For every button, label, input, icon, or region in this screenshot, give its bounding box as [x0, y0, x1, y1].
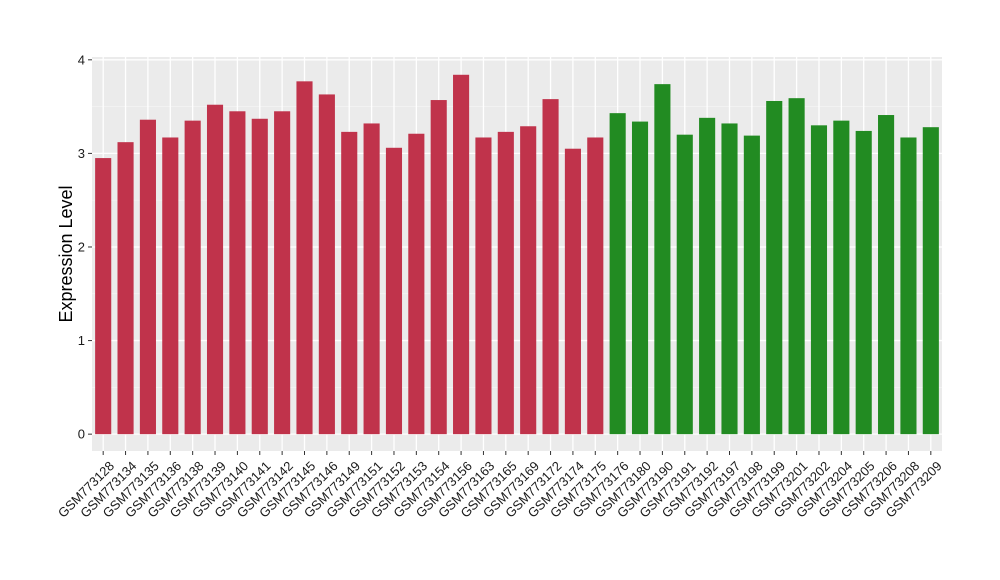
bar-GSM773174: [564, 148, 581, 435]
bar-GSM773176: [609, 113, 626, 435]
bar-GSM773202: [810, 125, 828, 435]
y-tick-label: 0: [78, 427, 85, 442]
bar-GSM773175: [587, 137, 604, 435]
bar-GSM773165: [497, 131, 514, 435]
bar-GSM773156: [453, 74, 470, 435]
bar-GSM773128: [95, 158, 112, 435]
y-tick-label: 4: [78, 52, 85, 67]
bar-GSM773152: [385, 147, 403, 435]
y-axis: 0 1 2 3 4: [78, 52, 92, 442]
y-axis-title: Expression Level: [56, 185, 76, 322]
bar-GSM773141: [251, 118, 268, 435]
bar-GSM773153: [408, 133, 425, 435]
bar-GSM773190: [654, 84, 671, 435]
bars: [95, 74, 939, 435]
bar-GSM773201: [788, 98, 805, 435]
bar-GSM773180: [631, 121, 649, 435]
bar-GSM773149: [341, 131, 358, 435]
bar-GSM773146: [318, 94, 335, 435]
bar-GSM773151: [363, 123, 380, 435]
bar-GSM773192: [699, 117, 716, 435]
y-tick-label: 3: [78, 146, 85, 161]
bar-GSM773172: [542, 99, 559, 435]
bar-GSM773145: [296, 81, 313, 435]
bar-GSM773136: [162, 137, 179, 435]
bar-GSM773138: [184, 120, 201, 435]
bar-GSM773140: [229, 111, 246, 435]
bar-GSM773163: [475, 137, 492, 435]
bar-GSM773191: [676, 134, 693, 435]
bar-GSM773197: [721, 123, 738, 435]
bar-GSM773139: [206, 104, 224, 435]
bar-GSM773199: [766, 100, 783, 435]
bar-GSM773209: [922, 127, 939, 435]
bar-GSM773206: [878, 115, 895, 435]
bar-GSM773169: [520, 126, 537, 435]
bar-GSM773208: [900, 137, 917, 435]
bar-GSM773134: [117, 142, 134, 435]
x-axis: GSM773128GSM773134GSM773135GSM773136GSM7…: [55, 451, 945, 521]
bar-GSM773135: [139, 119, 156, 435]
bar-GSM773204: [833, 120, 850, 435]
bar-GSM773205: [855, 130, 872, 435]
y-tick-label: 2: [78, 239, 85, 254]
bar-GSM773142: [274, 111, 291, 435]
y-tick-label: 1: [78, 333, 85, 348]
bar-GSM773154: [430, 100, 447, 435]
bar-GSM773198: [743, 135, 760, 435]
